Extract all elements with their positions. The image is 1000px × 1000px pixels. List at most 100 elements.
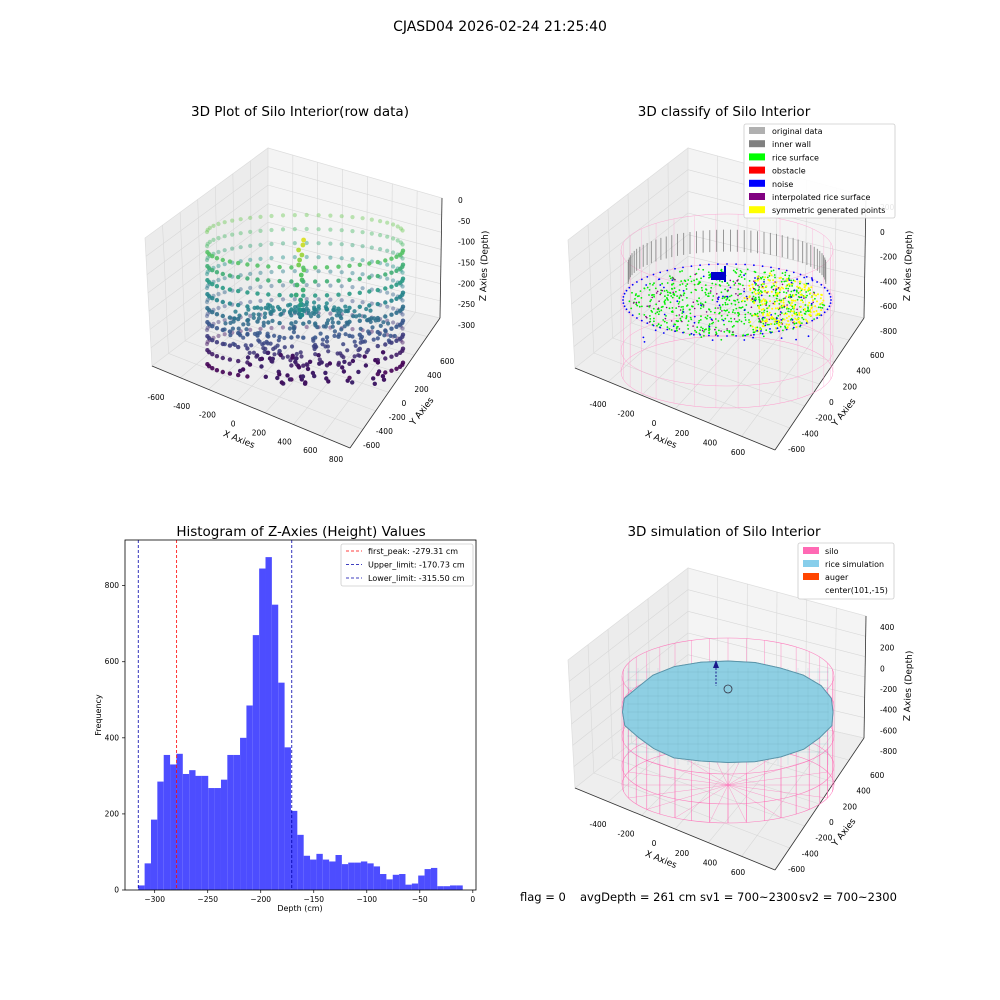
rice-surface-point: [756, 326, 759, 329]
symmetric-point: [812, 299, 814, 302]
raw-point: [287, 326, 292, 331]
raw-point: [389, 284, 394, 289]
symmetric-point: [765, 318, 768, 321]
raw-point: [400, 340, 405, 345]
raw-point: [301, 265, 306, 270]
interpolated-point: [702, 304, 705, 306]
raw-point: [251, 350, 256, 355]
raw-point: [383, 356, 388, 361]
rice-surface-point: [724, 301, 727, 304]
interpolated-point: [765, 304, 767, 307]
noise-point: [829, 302, 832, 304]
raw-point: [339, 256, 344, 261]
raw-point: [339, 228, 344, 233]
noise-point: [810, 277, 813, 279]
hist-ytick-label: 600: [105, 657, 120, 666]
legend-swatch: [749, 140, 765, 148]
symmetric-point: [779, 305, 782, 308]
noise-point: [622, 302, 625, 304]
hist-bar: [322, 859, 330, 890]
noise-point: [663, 313, 666, 316]
raw-point: [347, 361, 352, 366]
raw-point: [389, 354, 394, 359]
raw-point: [313, 335, 318, 340]
symmetric-point: [787, 283, 790, 286]
noise-point: [622, 296, 625, 298]
raw-point: [216, 277, 221, 283]
rice-surface-point: [685, 315, 688, 317]
symmetric-point: [756, 275, 759, 278]
raw-point: [261, 341, 267, 346]
raw-point: [220, 313, 225, 319]
rice-surface-point: [704, 284, 707, 286]
symmetric-point: [761, 320, 764, 323]
legend-label: rice surface: [772, 153, 819, 162]
rice-surface-point: [765, 302, 768, 305]
raw-point: [386, 321, 391, 326]
rice-surface-point: [702, 306, 705, 308]
noise-point: [754, 281, 756, 284]
rice-surface-point: [646, 286, 649, 289]
y-tick-label: 400: [856, 367, 871, 376]
z-tick-label: -100: [458, 238, 475, 247]
raw-point: [238, 245, 243, 250]
auger-marker: [713, 660, 719, 668]
raw-point: [269, 255, 274, 261]
raw-point: [389, 270, 394, 275]
raw-point: [357, 353, 362, 358]
interpolated-point: [721, 310, 723, 312]
rice-surface-point: [687, 279, 690, 281]
raw-point: [316, 269, 321, 274]
raw-point: [205, 325, 210, 330]
raw-point: [214, 256, 220, 261]
raw-point: [259, 364, 264, 369]
hist-bar: [360, 861, 368, 890]
rice-surface-point: [675, 319, 678, 322]
raw-point: [394, 254, 399, 259]
y-tick-label: 600: [870, 351, 885, 360]
noise-point: [640, 319, 643, 322]
symmetric-point: [772, 282, 775, 285]
symmetric-point: [762, 325, 765, 328]
raw-point: [397, 308, 403, 313]
noise-point: [743, 274, 745, 277]
raw-point: [389, 368, 394, 373]
hist-bar: [278, 682, 285, 890]
noise-point: [642, 336, 645, 339]
raw-point: [316, 304, 321, 309]
symmetric-point: [818, 303, 821, 306]
raw-point: [205, 311, 210, 316]
rice-surface-point: [739, 273, 742, 276]
rice-surface-point: [761, 291, 763, 294]
hist-bar: [303, 855, 311, 890]
z-tick-label: 400: [880, 623, 895, 632]
silo-wire: [727, 760, 810, 786]
rice-surface-point: [778, 291, 781, 294]
raw-point: [269, 213, 274, 219]
raw-point: [336, 264, 341, 269]
raw-point: [395, 238, 400, 243]
raw-point: [380, 350, 386, 355]
rice-surface-point: [766, 323, 769, 326]
x-tick-label: -400: [589, 400, 606, 409]
raw-point: [244, 327, 249, 332]
rice-surface-point: [805, 291, 808, 293]
raw-point: [293, 359, 298, 365]
symmetric-point: [808, 301, 811, 304]
raw-point: [383, 272, 388, 277]
raw-point: [263, 374, 268, 379]
noise-point: [830, 299, 832, 301]
legend-label: noise: [772, 180, 793, 189]
raw-point: [280, 213, 286, 218]
symmetric-point: [773, 318, 776, 321]
x-tick-label: 600: [731, 448, 746, 457]
raw-point: [205, 255, 210, 260]
raw-point: [336, 362, 341, 367]
raw-tick-labels: -600 -400 -200 0 200 400 600 800 -600 -400 -200 0 20…: [147, 196, 475, 464]
raw-point: [214, 354, 220, 359]
rice-surface-point: [754, 271, 757, 274]
interpolated-point: [656, 290, 659, 293]
raw-point: [381, 377, 387, 382]
rice-surface-point: [781, 306, 783, 309]
raw-point: [227, 273, 233, 278]
